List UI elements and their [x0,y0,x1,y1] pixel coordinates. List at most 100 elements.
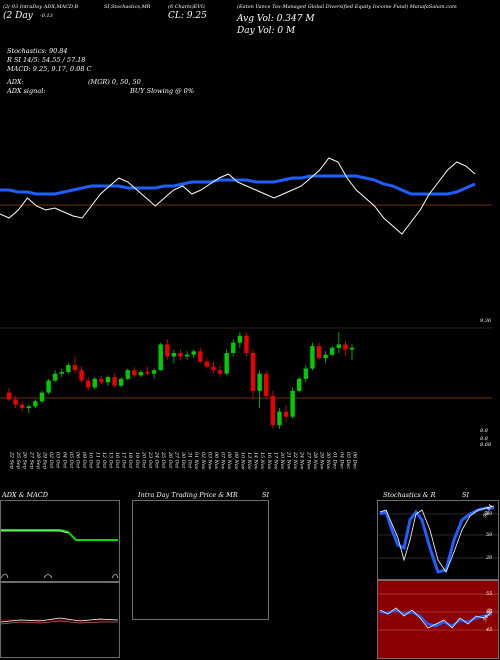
date-tick: 04 Dec [338,452,344,469]
candle-body [231,342,236,353]
candle-body [165,344,170,357]
candle-body [297,378,302,391]
candle-body [171,353,177,357]
candle-body [99,378,104,383]
stoch-k-line [379,505,495,573]
rsi-panel-box [377,580,499,659]
candle-body [211,366,216,371]
rsi-avg-line [379,608,493,628]
stoch-panel-si: SI [462,491,470,499]
candle-body [224,353,229,374]
candle-body [310,346,315,369]
candle-body [323,354,328,359]
date-tick: 24 Oct [154,451,160,468]
date-tick: 09 Oct [81,452,87,468]
date-tick: 29 Nov [319,451,325,470]
candle-body [112,377,117,386]
date-tick: 20 Nov [279,451,285,470]
mrsi-avg-line [0,174,476,196]
candle-body [336,344,342,348]
adx-di-line [1,529,118,541]
date-tick: 19 Oct [134,452,140,468]
day-vol: Day Vol: 0 M [237,26,296,36]
date-tick: 02 Nov [200,452,206,470]
intraday-panel-si: SI [262,491,270,499]
candle-body [330,347,335,355]
date-tick: 29 Sep [41,451,47,469]
date-tick: 17 Oct [121,452,127,468]
date-tick: 18 Oct [127,452,133,468]
candle-body [85,380,91,388]
candle-body [79,370,84,381]
candle-body [151,370,157,374]
candle-body [290,390,295,417]
date-tick: 24 Nov [299,451,305,470]
stoch-d-line [379,506,494,574]
candle-body [184,354,190,357]
candle-body [118,378,124,386]
rsi-level-55: 55 [486,591,493,597]
candle-body [52,373,58,381]
date-tick: 26 Sep [22,451,28,469]
stoch-panel-title: Stochastics & R [383,491,436,499]
adx-bottom-marks [0,573,119,579]
adx-panel-box [0,500,120,582]
candle-body [19,404,25,409]
rsi-readout: R SI 14/5: 54.55 / 57.18 [7,56,86,64]
date-tick: 07 Nov [220,452,226,470]
date-tick: 27 Oct [173,451,179,468]
date-tick: 26 Oct [167,451,173,468]
price-label-top: 9.36 [480,318,492,324]
candle-body [250,353,256,391]
rsi-line [379,607,493,629]
date-tick: 11 Oct [94,452,100,468]
date-tick: 25 Oct [160,451,166,468]
date-tick: 05 Dec [345,452,351,469]
date-tick: 10 Oct [88,452,94,468]
candle-body [264,373,269,397]
date-tick: 15 Nov [259,452,265,470]
candle-body [244,335,249,353]
date-tick: 21 Nov [286,451,292,470]
candle-body [270,396,276,426]
date-tick: 03 Nov [206,452,212,470]
company-name: (Eaton Vance Tax-Managed Global Diversif… [237,4,457,10]
date-tick: 30 Oct [180,452,186,468]
candle-body [72,365,78,371]
date-tick: 09 Nov [233,452,239,470]
intraday-panel-box [132,500,269,620]
date-tick: 30 Nov [325,452,331,470]
candle-body [316,346,322,359]
date-tick: 13 Nov [246,452,252,470]
mrsi-line [0,157,476,235]
date-tick: 10 Nov [239,452,245,470]
price-label-low3: 8.68 [480,442,492,448]
candle-body [237,335,243,343]
date-tick: 12 Oct [101,452,107,468]
candle-body [6,392,12,400]
date-tick: 23 Oct [147,451,153,468]
candle-body [349,347,355,350]
date-tick: 22 Sep [9,451,15,469]
candle-body [204,361,210,367]
macd-line [0,617,119,623]
date-tick: 20 Oct [140,451,146,468]
adx-line [1,530,69,534]
date-tick: 13 Oct [107,452,113,468]
candle-body [26,406,31,409]
date-tick: 01 Nov [193,452,199,470]
candle-body [132,370,137,376]
buy-signal: BUY Slowing @ 0% [130,87,194,95]
date-tick: 05 Oct [68,452,74,468]
date-tick: 06 Nov [213,452,219,470]
stoch-panel-box [377,500,499,580]
candle-body [66,365,71,372]
candle-body [277,411,282,426]
date-tick: 22 Nov [292,451,298,470]
date-tick: 27 Nov [305,451,311,470]
candle-body [145,371,150,374]
candle-body [158,344,163,371]
candle-body [59,371,64,374]
candle-body [92,378,97,388]
date-tick: 28 Nov [312,451,318,470]
